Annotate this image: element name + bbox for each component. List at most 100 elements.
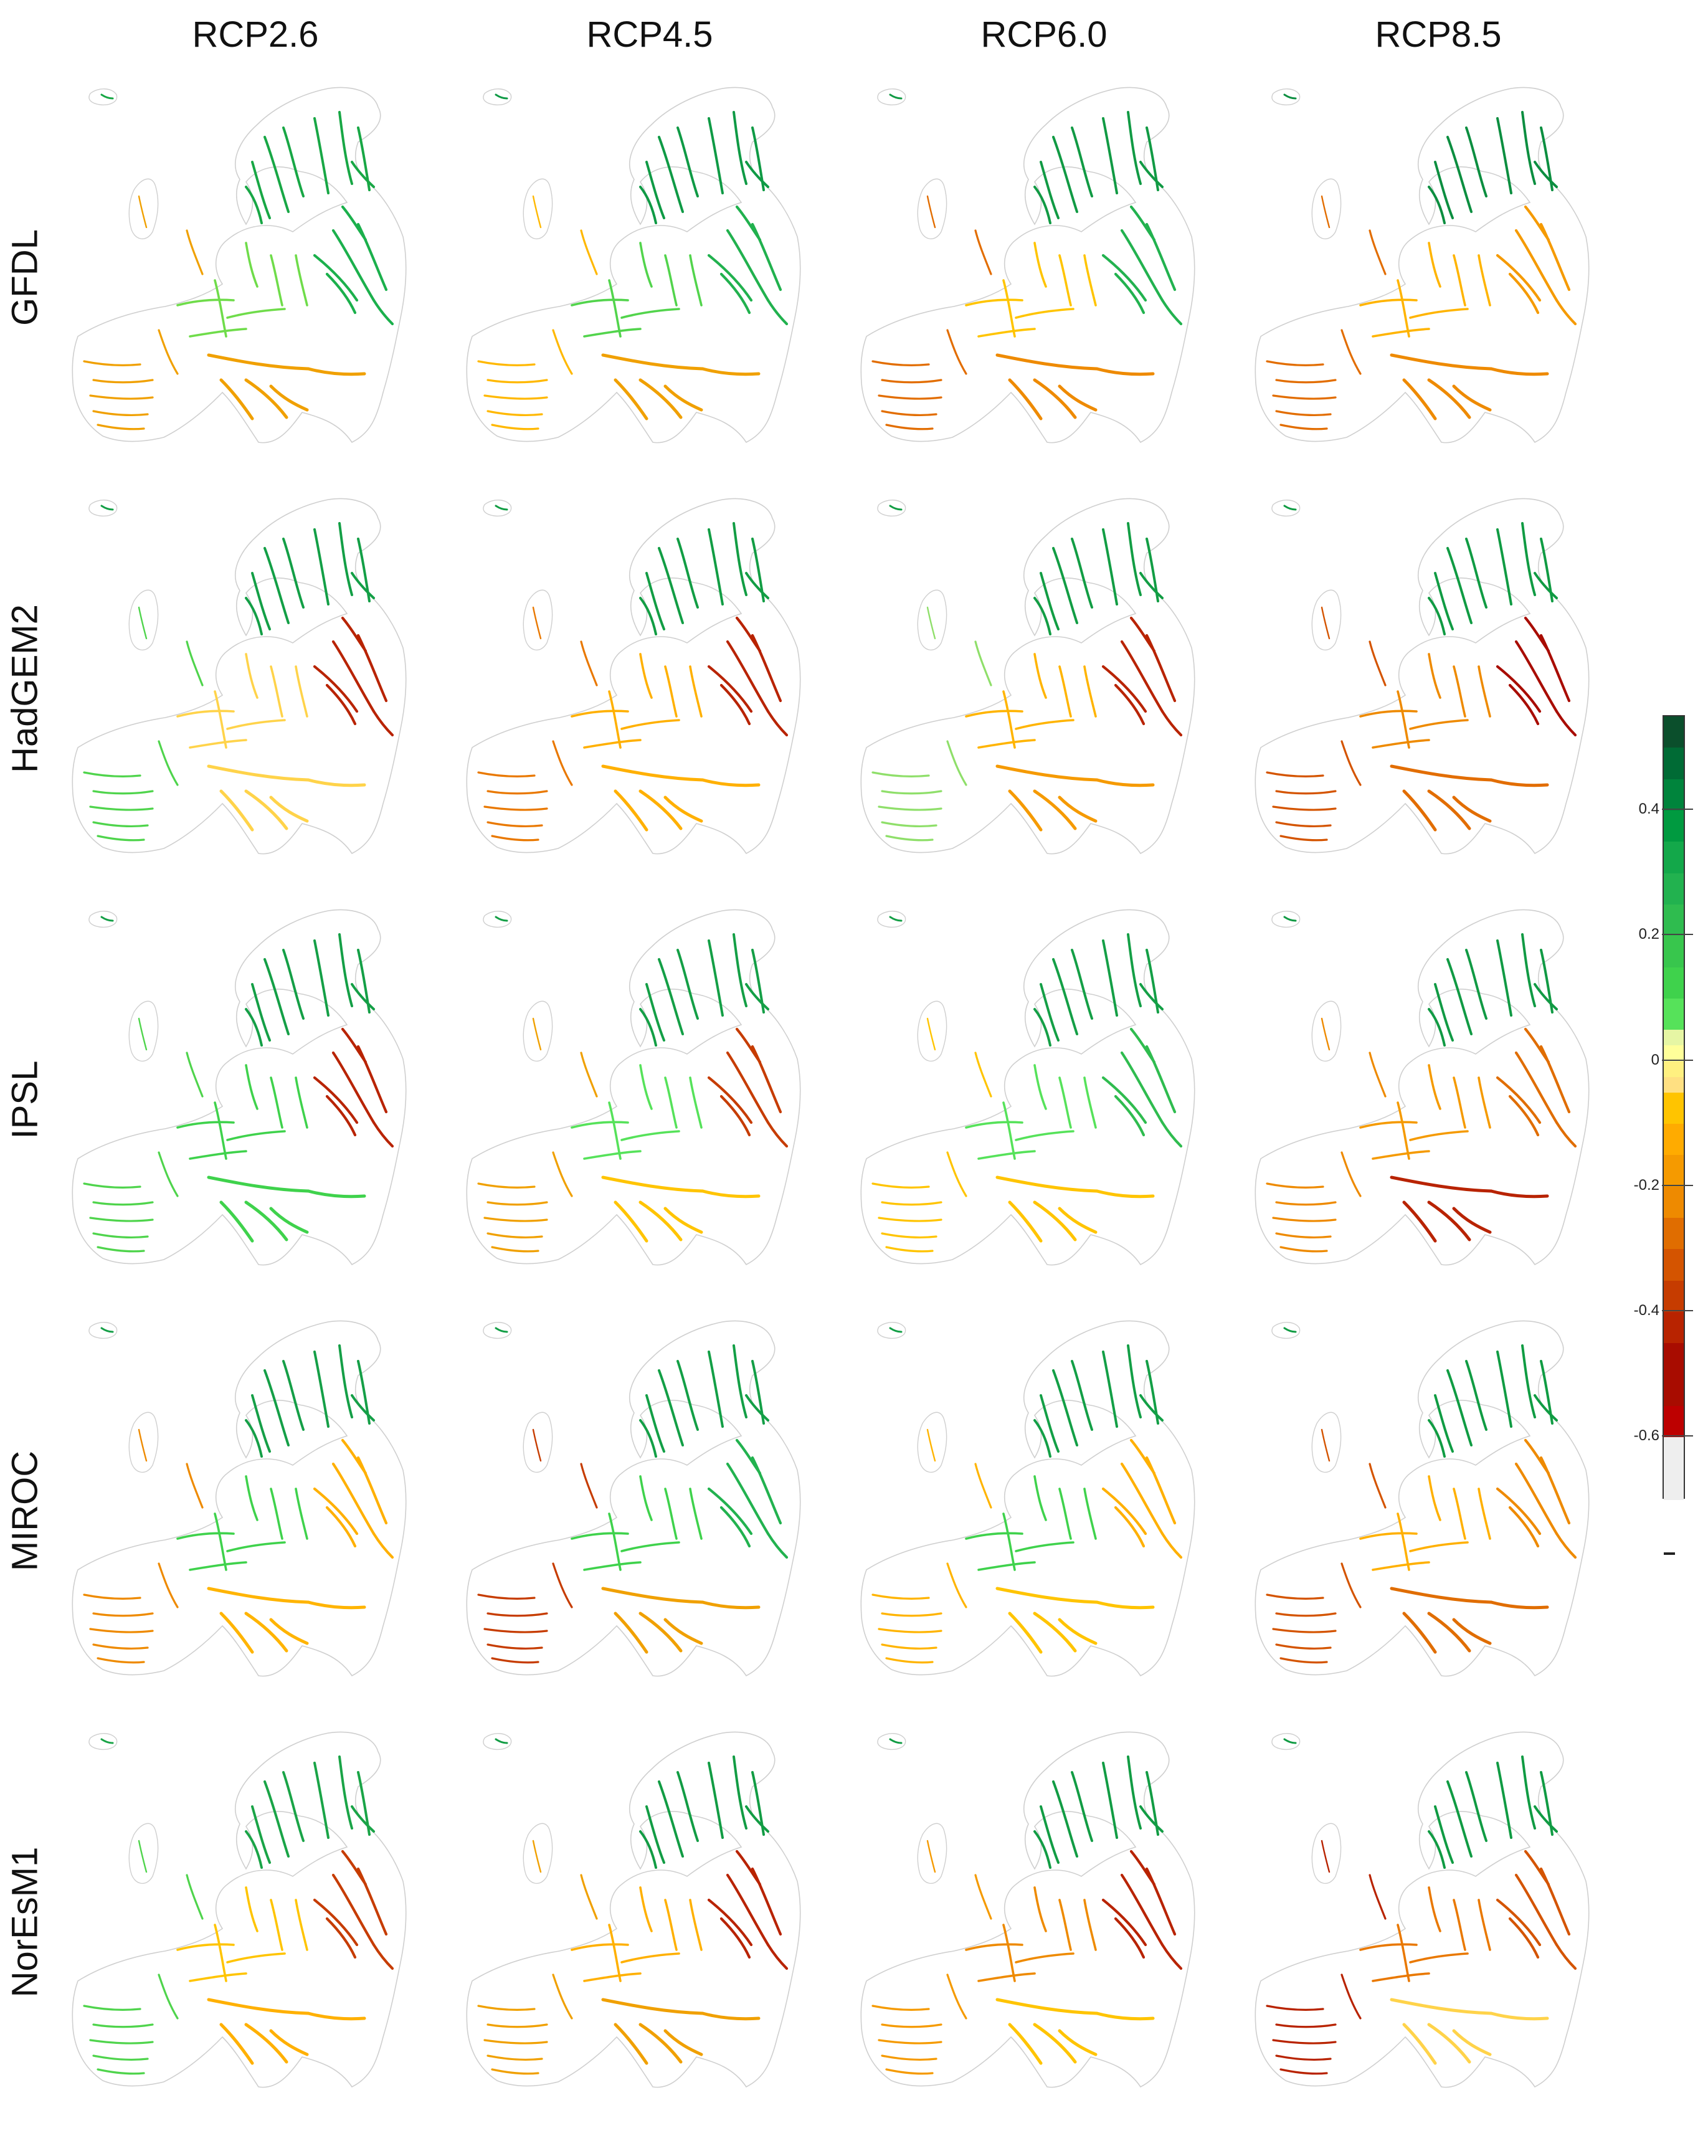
river-west-4 [158, 1151, 179, 1197]
colorbar-tick-label-1: 0.2 [1638, 926, 1659, 943]
river-north-0 [1446, 547, 1473, 624]
river-north-2 [708, 1351, 724, 1428]
river-iceland [889, 916, 903, 922]
river-central-4 [1083, 1899, 1097, 1951]
river-north-7 [1534, 1805, 1558, 1833]
river-central-3 [664, 1899, 678, 1951]
river-east-0 [1120, 229, 1164, 302]
map-panel-ipsl-rcp85 [1242, 891, 1616, 1277]
river-west-3 [97, 1657, 145, 1664]
river-south-1 [1427, 789, 1471, 830]
river-north-3 [1127, 933, 1142, 1007]
river-north-6 [1033, 1419, 1051, 1458]
river-iceland [1283, 505, 1297, 511]
river-north-4 [1146, 126, 1159, 191]
river-west-1 [89, 394, 154, 400]
river-east-1 [1539, 634, 1571, 703]
river-west-5 [580, 1052, 598, 1098]
river-east-0 [726, 1462, 770, 1536]
river-central-6 [1015, 308, 1075, 319]
river-south-2 [1489, 1600, 1549, 1610]
river-west-2 [881, 1643, 937, 1650]
colorbar-class-17 [1664, 1186, 1684, 1218]
river-east-3 [1160, 710, 1183, 737]
river-south-2 [701, 778, 761, 787]
colorbar-class-7 [1664, 936, 1684, 968]
river-west-5 [1369, 1052, 1387, 1098]
colorbar-class-23 [1664, 1406, 1684, 1438]
river-north-1 [1465, 126, 1487, 197]
colorbar-class-22 [1664, 1343, 1684, 1407]
river-east-1 [1539, 1456, 1571, 1525]
river-north-0 [658, 1780, 684, 1858]
river-north-1 [1071, 538, 1093, 609]
river-north-6 [1428, 1008, 1446, 1047]
river-north-6 [639, 186, 657, 224]
europe-map-svg [1255, 498, 1590, 855]
river-east-5 [1114, 1095, 1146, 1137]
river-iceland [1283, 916, 1297, 922]
river-central-3 [664, 1488, 678, 1540]
map-panel-hadgem2-rcp45 [453, 480, 827, 866]
river-north-2 [1496, 117, 1512, 194]
river-west-3 [491, 1246, 539, 1253]
river-south-4 [1452, 1207, 1492, 1234]
british-isles-outline [128, 1823, 159, 1884]
river-north-2 [708, 117, 724, 194]
river-west-4 [946, 1562, 967, 1608]
river-central-0 [176, 1532, 235, 1540]
map-panel-noresm1-rcp45 [453, 1713, 827, 2099]
river-west-3 [1279, 835, 1328, 842]
river-east-0 [726, 1051, 770, 1124]
river-central-4 [689, 1076, 703, 1129]
river-south-1 [244, 2023, 288, 2064]
river-west-3 [491, 1657, 539, 1664]
colorbar-class-19 [1664, 1249, 1684, 1281]
river-west-6 [871, 1182, 930, 1189]
river-west-2 [1275, 1232, 1332, 1238]
river-south-0 [601, 353, 705, 371]
river-east-3 [1160, 1532, 1183, 1559]
map-panel-miroc-rcp85 [1242, 1302, 1616, 1688]
colorbar-class-24 [1664, 1437, 1684, 1501]
river-west-4 [552, 1973, 573, 2020]
river-north-6 [1428, 186, 1446, 224]
river-central-4 [1083, 254, 1097, 306]
river-iceland [495, 505, 508, 511]
river-east-1 [356, 222, 388, 292]
river-west-3 [885, 835, 934, 842]
colorbar-tick-5 [1662, 1435, 1693, 1437]
river-west-3 [1279, 1246, 1328, 1253]
river-west-0 [1275, 1201, 1337, 1206]
river-central-4 [295, 1488, 308, 1540]
river-west-6 [1266, 2005, 1324, 2011]
river-north-2 [313, 1762, 330, 1839]
river-west-6 [477, 1593, 536, 1600]
river-south-0 [207, 353, 310, 371]
river-iceland [1283, 93, 1297, 100]
river-south-1 [1427, 2023, 1471, 2064]
coastline-outline [72, 1320, 407, 1677]
river-north-5 [1040, 572, 1060, 630]
river-central-5 [1372, 1150, 1430, 1160]
river-iceland [889, 505, 903, 511]
river-south-4 [1058, 795, 1098, 823]
river-west-1 [483, 805, 548, 811]
river-north-3 [1521, 1344, 1536, 1418]
river-west-6 [871, 360, 930, 366]
river-east-2 [313, 1898, 359, 1947]
map-panel-hadgem2-rcp85 [1242, 480, 1616, 866]
river-central-6 [620, 1952, 680, 1964]
river-east-2 [313, 665, 359, 713]
river-central-4 [1478, 1899, 1491, 1951]
river-central-2 [1428, 1064, 1441, 1110]
river-west-1 [878, 1628, 942, 1633]
river-north-0 [263, 547, 290, 624]
river-west-5 [1369, 1463, 1387, 1509]
colorbar-tick-label-0: 0.4 [1638, 800, 1659, 817]
river-east-1 [751, 634, 782, 703]
river-north-0 [263, 1369, 290, 1446]
river-central-3 [270, 1488, 283, 1540]
river-central-4 [295, 254, 308, 306]
river-north-1 [282, 1360, 305, 1431]
